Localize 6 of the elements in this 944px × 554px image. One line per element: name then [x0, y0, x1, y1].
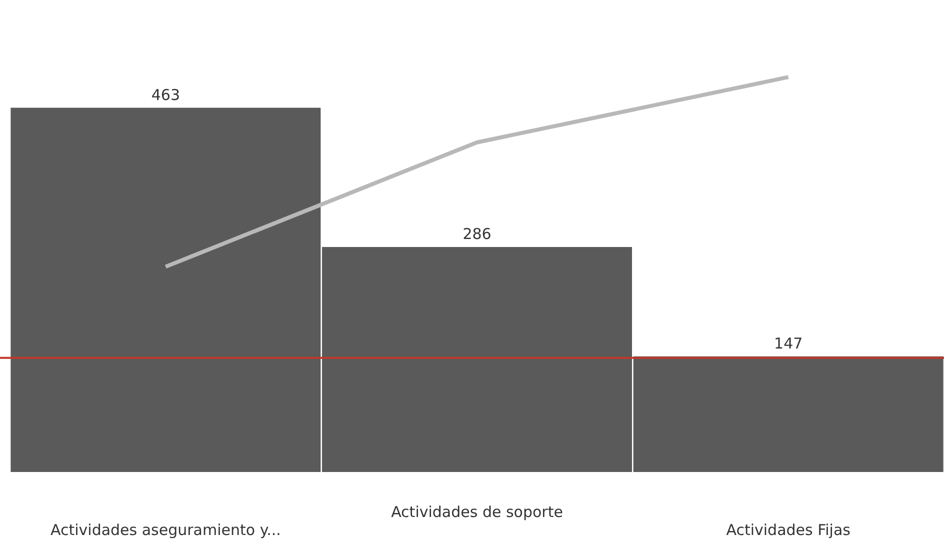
x-tick-label: Actividades aseguramiento y... [50, 520, 281, 539]
x-tick-label: Actividades Fijas [726, 520, 851, 539]
data-label: 463 [151, 86, 180, 104]
x-tick-label: Actividades de soporte [391, 502, 563, 521]
data-label: 147 [774, 334, 803, 352]
data-label: 286 [462, 225, 492, 244]
